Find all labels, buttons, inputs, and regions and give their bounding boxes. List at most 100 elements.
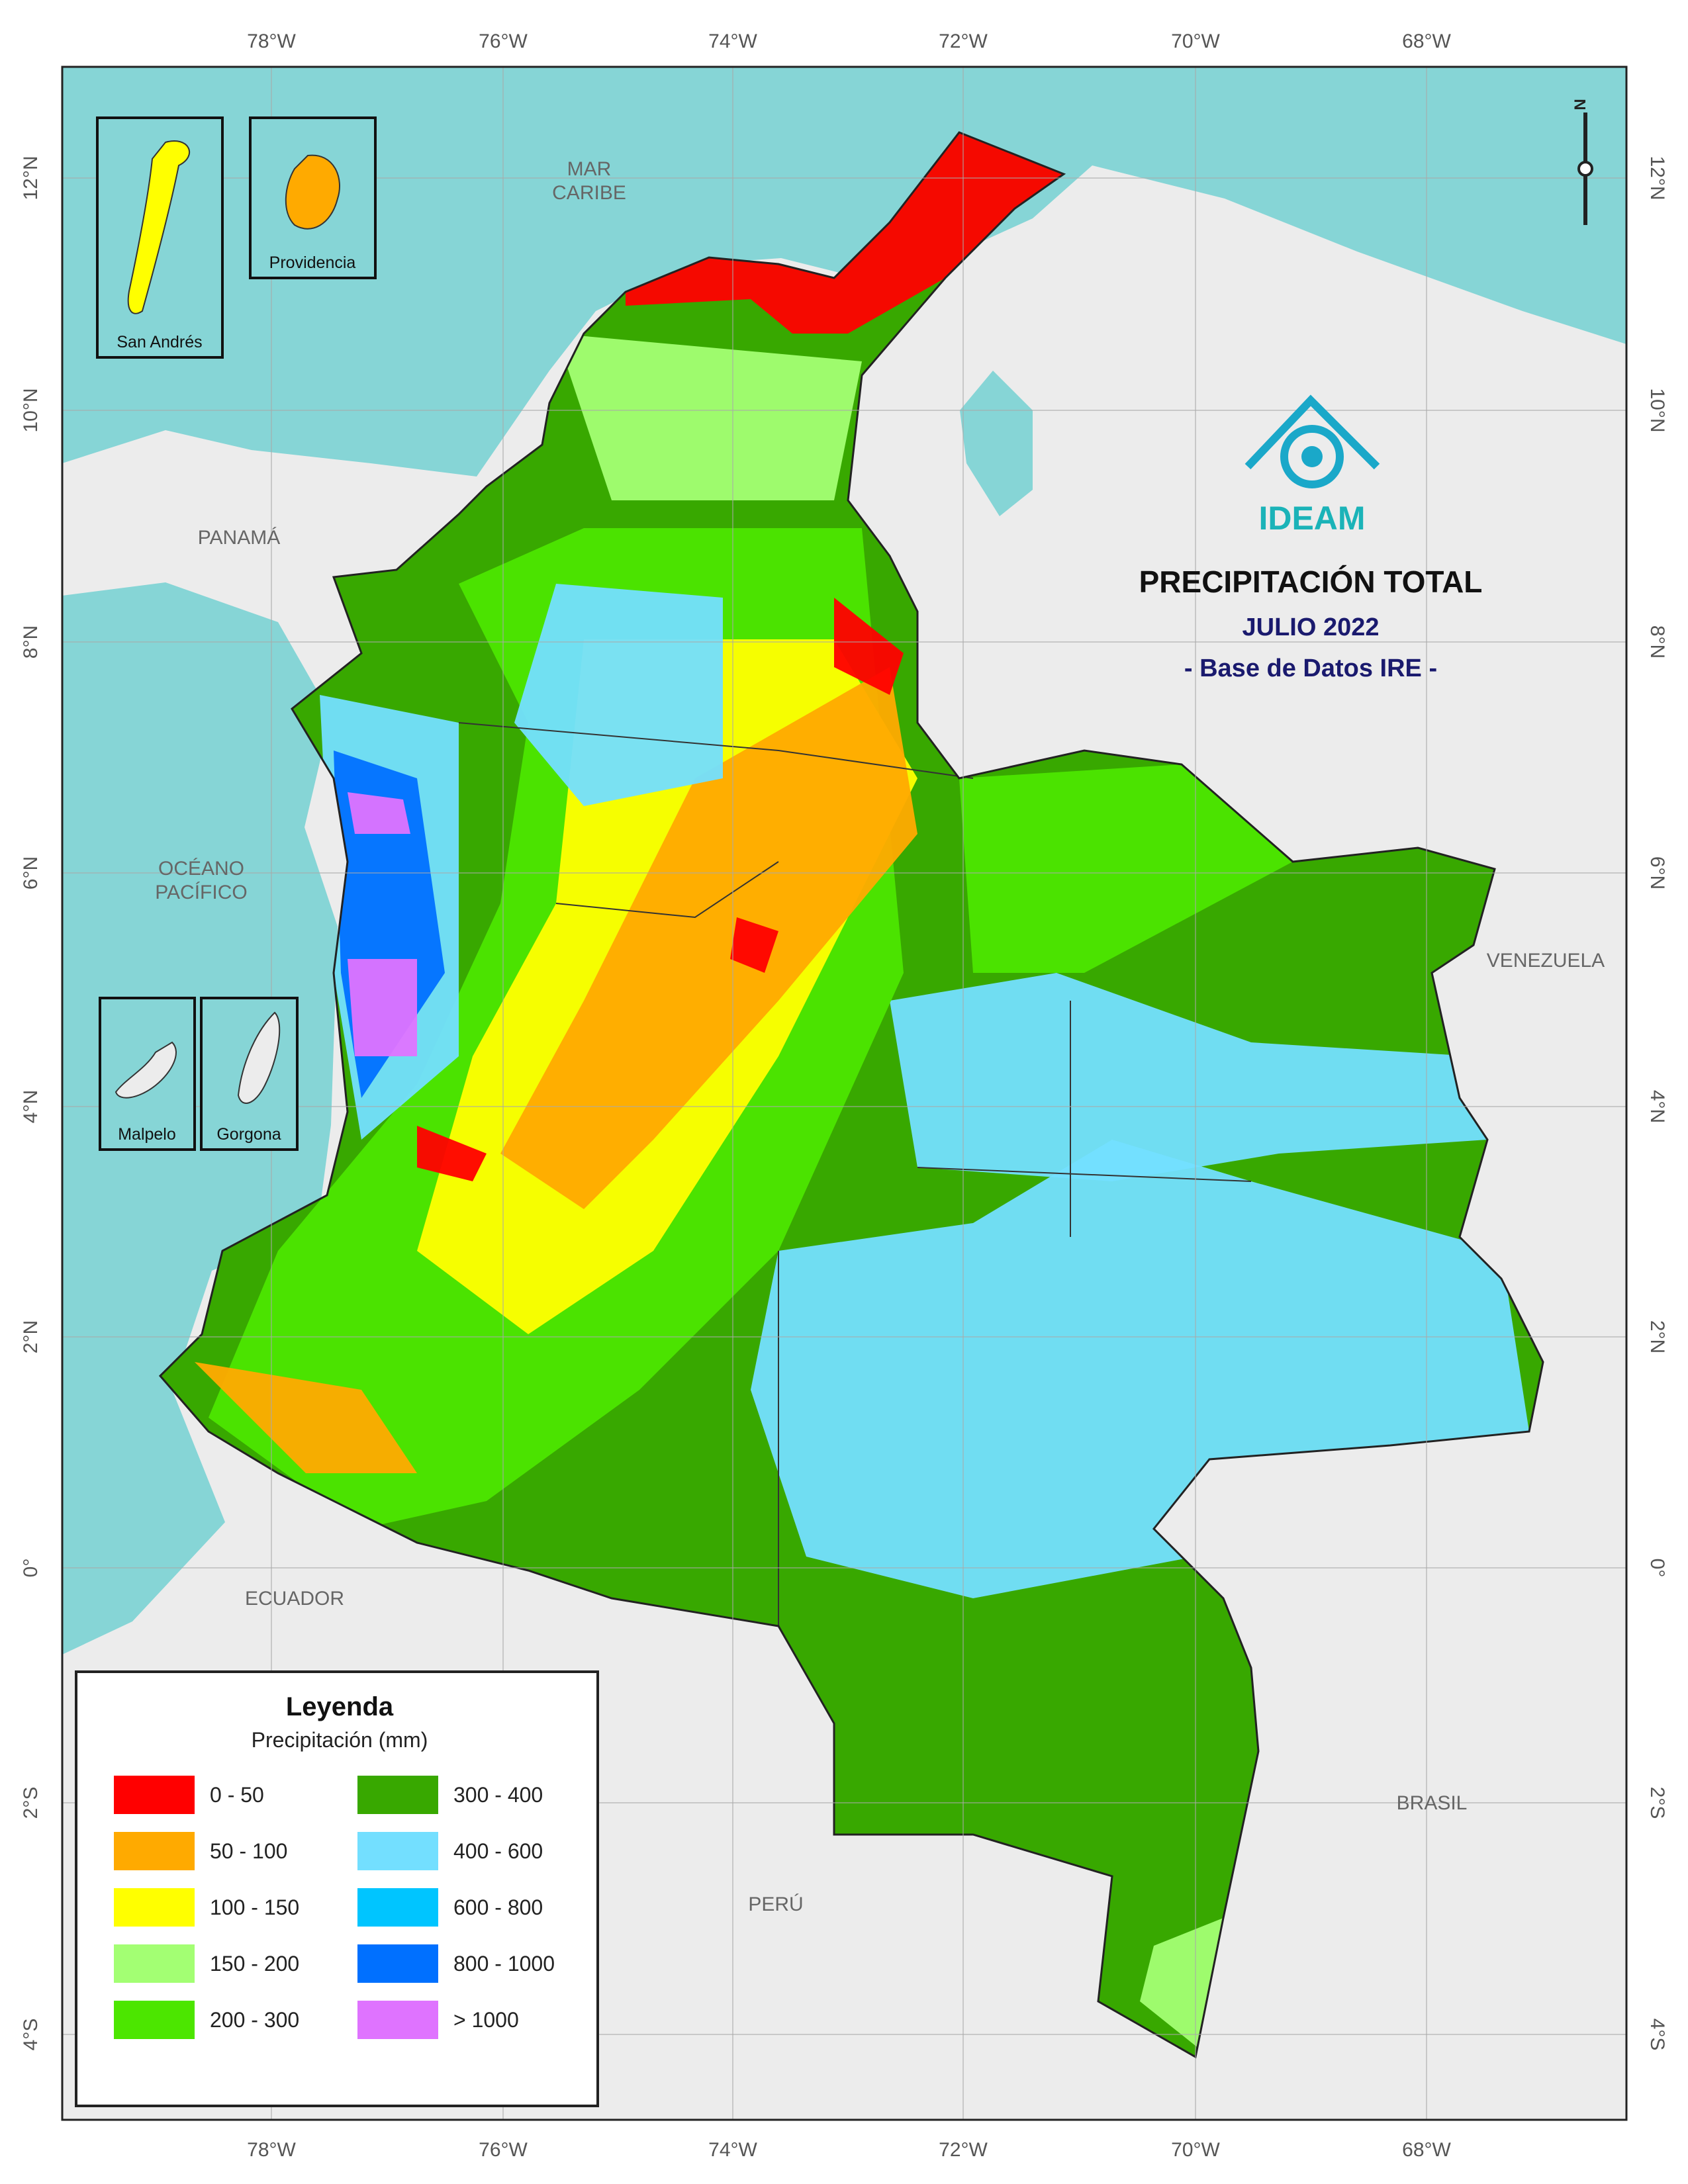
- latitude-label: 2°S: [20, 1787, 42, 1819]
- longitude-label: 78°W: [247, 2139, 296, 2161]
- logo-roof: [1244, 394, 1380, 470]
- legend-swatch: [357, 2001, 438, 2039]
- north-arrow: N: [1571, 99, 1593, 225]
- precip-zone: [514, 584, 723, 806]
- longitude-label: 74°W: [708, 2139, 757, 2161]
- legend-title: Leyenda: [286, 1692, 394, 1721]
- place-label: CARIBE: [552, 182, 626, 204]
- insets: San Andrés Providencia Malpelo Gorgona: [96, 116, 377, 1151]
- precip-zone: [195, 1362, 417, 1473]
- precip-zone: [348, 792, 410, 834]
- latitude-label: 6°N: [20, 856, 42, 889]
- legend-swatch: [114, 1888, 195, 1927]
- legend-subtitle: Precipitación (mm): [252, 1728, 428, 1752]
- department-border: [555, 861, 779, 919]
- longitude-label: 70°W: [1171, 30, 1220, 52]
- colombia-border: [158, 131, 1544, 2059]
- place-label: PANAMÁ: [198, 527, 280, 549]
- island-san-andres: [127, 140, 191, 314]
- legend-label: 100 - 150: [210, 1895, 299, 1919]
- island-gorgona: [237, 1011, 281, 1104]
- latitude-label: 4°S: [20, 2019, 42, 2051]
- place-label: MAR: [567, 158, 612, 180]
- logo-eye: [1301, 446, 1323, 467]
- legend-label: 0 - 50: [210, 1783, 264, 1807]
- precip-zone: [751, 1140, 1529, 1598]
- longitude-label: 76°W: [479, 2139, 528, 2161]
- precip-zone: [417, 1126, 487, 1181]
- legend-swatch: [114, 2001, 195, 2039]
- latitude-label: 4°N: [1646, 1090, 1668, 1123]
- legend-swatch: [114, 1944, 195, 1983]
- precip-zone: [834, 598, 904, 695]
- latitude-label: 2°N: [20, 1320, 42, 1353]
- map-title: PRECIPITACIÓN TOTAL: [1139, 565, 1483, 599]
- precip-zone: [348, 959, 417, 1056]
- inset-label: Malpelo: [118, 1125, 176, 1144]
- north-label: N: [1571, 99, 1589, 110]
- legend-swatch: [357, 1944, 438, 1983]
- place-label: PACÍFICO: [155, 882, 247, 903]
- latitude-label: 2°S: [1646, 1787, 1668, 1819]
- longitude-label: 68°W: [1402, 30, 1451, 52]
- legend-swatch: [357, 1776, 438, 1814]
- precip-zone: [626, 132, 1064, 334]
- latitude-label: 0°: [20, 1559, 42, 1578]
- latitude-label: 10°N: [1646, 388, 1668, 432]
- latitude-label: 4°N: [20, 1090, 42, 1123]
- legend-swatch: [114, 1832, 195, 1870]
- longitude-label: 70°W: [1171, 2139, 1220, 2161]
- longitude-label: 72°W: [939, 2139, 988, 2161]
- latitude-label: 2°N: [1646, 1320, 1668, 1353]
- latitude-label: 8°N: [1646, 625, 1668, 659]
- precip-zone: [959, 764, 1293, 973]
- inset-label: Providencia: [269, 253, 356, 272]
- legend-swatch: [357, 1888, 438, 1927]
- precip-zone: [500, 667, 917, 1209]
- latitude-label: 4°S: [1646, 2019, 1668, 2051]
- island-malpelo: [115, 1041, 177, 1099]
- department-border: [458, 722, 974, 779]
- latitude-label: 10°N: [20, 388, 42, 432]
- legend-swatch: [357, 1832, 438, 1870]
- legend-label: 400 - 600: [453, 1839, 543, 1863]
- map-frame: [61, 66, 1628, 2121]
- latitude-label: 0°: [1646, 1559, 1668, 1578]
- latitude-label: 12°N: [1646, 156, 1668, 200]
- place-label: OCÉANO: [158, 858, 244, 880]
- longitude-label: 68°W: [1402, 2139, 1451, 2161]
- latitude-label: 6°N: [1646, 856, 1668, 889]
- north-arrow-center: [1577, 161, 1593, 177]
- precip-zone: [890, 973, 1487, 1181]
- latitude-label: 8°N: [20, 625, 42, 659]
- place-label: ECUADOR: [245, 1588, 344, 1610]
- legend-swatch: [114, 1776, 195, 1814]
- longitude-label: 74°W: [708, 30, 757, 52]
- inset-label: San Andrés: [117, 333, 202, 351]
- longitude-label: 78°W: [247, 30, 296, 52]
- legend: Leyenda Precipitación (mm) 0 - 50 50 - 10…: [75, 1670, 599, 2107]
- legend-label: 50 - 100: [210, 1839, 287, 1863]
- precip-zone: [556, 334, 862, 500]
- legend-label: 800 - 1000: [453, 1952, 555, 1976]
- ideam-logo: IDEAM: [1244, 394, 1380, 537]
- longitude-label: 76°W: [479, 30, 528, 52]
- longitude-label: 72°W: [939, 30, 988, 52]
- legend-label: > 1000: [453, 2008, 519, 2032]
- place-label: VENEZUELA: [1487, 950, 1605, 972]
- logo-text: IDEAM: [1258, 500, 1365, 537]
- legend-label: 200 - 300: [210, 2008, 299, 2032]
- lake: [960, 371, 1033, 516]
- legend-label: 150 - 200: [210, 1952, 299, 1976]
- place-label: PERÚ: [748, 1893, 803, 1915]
- precip-zone: [730, 917, 778, 973]
- inset-label: Gorgona: [216, 1125, 281, 1144]
- map-source: - Base de Datos IRE -: [1184, 655, 1437, 682]
- place-label: BRASIL: [1397, 1792, 1468, 1814]
- island-providencia: [285, 154, 340, 230]
- map-subtitle: JULIO 2022: [1243, 614, 1380, 641]
- legend-label: 600 - 800: [453, 1895, 543, 1919]
- logo-swirl: [1280, 425, 1344, 488]
- legend-label: 300 - 400: [453, 1783, 543, 1807]
